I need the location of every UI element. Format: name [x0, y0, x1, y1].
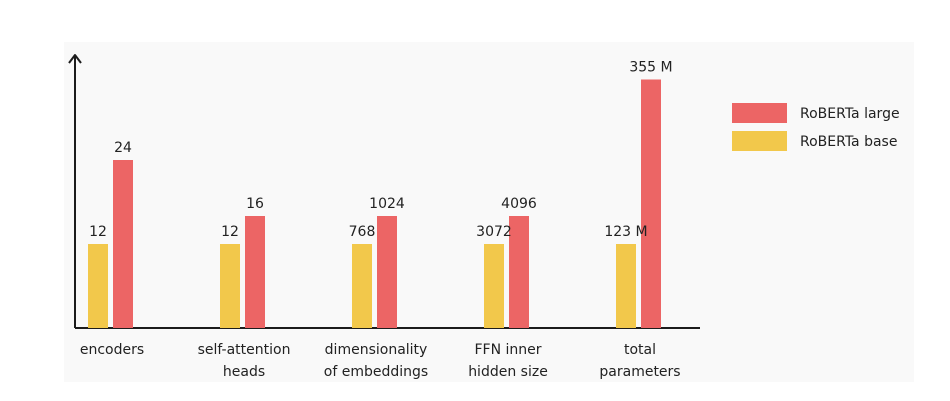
- category-label-2-1: of embeddings: [324, 364, 428, 380]
- category-label-0-0: encoders: [80, 342, 144, 358]
- bar-roberta-base-4: [616, 244, 636, 328]
- value-label-roberta-large-2: 1024: [369, 196, 405, 212]
- bar-roberta-base-2: [352, 244, 372, 328]
- bar-roberta-base-1: [220, 244, 240, 328]
- legend: RoBERTa large RoBERTa base: [732, 103, 900, 151]
- bar-roberta-large-4: [641, 79, 661, 328]
- value-labels: 12 12 768 3072 123 M 24 16 1024 4096 355 M: [89, 60, 673, 241]
- category-label-4-0: total: [624, 342, 656, 358]
- bars: [88, 79, 661, 328]
- category-label-1-1: heads: [223, 364, 265, 380]
- value-label-roberta-large-0: 24: [114, 140, 132, 156]
- bar-roberta-large-3: [509, 216, 529, 328]
- value-label-roberta-large-3: 4096: [501, 196, 537, 212]
- bar-roberta-base-0: [88, 244, 108, 328]
- legend-label-roberta-base: RoBERTa base: [800, 134, 897, 150]
- value-label-roberta-base-4: 123 M: [604, 224, 647, 240]
- category-label-3-0: FFN inner: [474, 342, 541, 358]
- legend-swatch-roberta-large: [732, 103, 787, 123]
- bar-roberta-large-2: [377, 216, 397, 328]
- y-axis-arrow-icon: [68, 54, 82, 64]
- value-label-roberta-large-4: 355 M: [629, 60, 672, 76]
- legend-label-roberta-large: RoBERTa large: [800, 106, 900, 122]
- value-label-roberta-base-2: 768: [349, 224, 376, 240]
- category-label-4-1: parameters: [599, 364, 680, 380]
- value-label-roberta-base-3: 3072: [476, 224, 512, 240]
- value-label-roberta-base-0: 12: [89, 224, 107, 240]
- bar-roberta-large-0: [113, 160, 133, 328]
- category-label-1-0: self-attention: [198, 342, 291, 358]
- value-label-roberta-base-1: 12: [221, 224, 239, 240]
- bar-roberta-base-3: [484, 244, 504, 328]
- category-labels: encoders self-attention heads dimensionalit…: [80, 342, 681, 380]
- category-label-3-1: hidden size: [468, 364, 548, 380]
- legend-swatch-roberta-base: [732, 131, 787, 151]
- category-label-2-0: dimensionality: [325, 342, 428, 358]
- bar-roberta-large-1: [245, 216, 265, 328]
- value-label-roberta-large-1: 16: [246, 196, 264, 212]
